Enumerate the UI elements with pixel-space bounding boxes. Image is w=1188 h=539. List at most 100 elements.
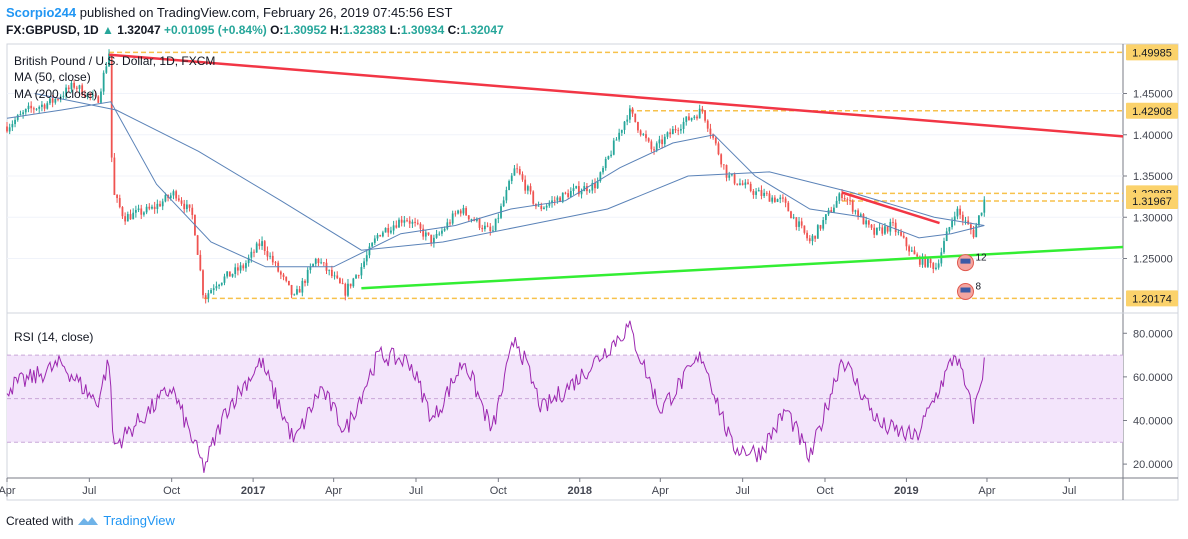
candle-body [841, 193, 843, 199]
candle-body [572, 188, 575, 191]
candle-body [545, 205, 548, 208]
candle-body [870, 224, 873, 228]
price-axis[interactable]: 1.25000 1.30000 1.35000 1.40000 1.45000 1.499… [1123, 44, 1178, 307]
candle-body [175, 191, 178, 199]
candle-body [309, 266, 312, 270]
candle-body [269, 255, 272, 257]
candle-body [467, 215, 470, 220]
candle-body [790, 211, 792, 219]
horizontal-levels[interactable] [109, 51, 1123, 300]
candle-body [365, 255, 368, 262]
candle-body [599, 172, 602, 182]
tradingview-brand-link[interactable]: TradingView [103, 513, 175, 528]
candle-body [75, 87, 78, 89]
candle-body [653, 149, 655, 151]
candle-body [910, 250, 913, 252]
candle-body [266, 250, 269, 257]
candle-body [873, 227, 876, 235]
candle-body [749, 183, 752, 191]
candle-body [427, 232, 430, 235]
candle-body [54, 98, 57, 103]
candle-body [65, 87, 67, 96]
candle-body [196, 235, 199, 255]
candle-body [451, 213, 454, 224]
candle-body [255, 243, 258, 253]
candle-body [604, 159, 607, 169]
candle-body [441, 230, 443, 234]
candle-body [661, 139, 664, 145]
time-tick-label: Apr [325, 485, 342, 497]
candle-body [274, 262, 277, 264]
candle-body [927, 258, 929, 267]
rsi-axis[interactable]: 20.0000 40.0000 60.0000 80.0000 [1123, 328, 1173, 471]
candle-body [161, 201, 164, 207]
time-axis[interactable]: Apr Jul Oct 2017 Apr Jul Oct 2018 Apr Jul Oct 2019 A… [0, 478, 1076, 497]
candle-body [148, 206, 151, 209]
candle-body [975, 225, 978, 238]
candle-body [435, 233, 438, 238]
candle-body [443, 228, 446, 231]
candle-body [948, 227, 951, 232]
candle-body [347, 283, 349, 296]
candle-body [787, 202, 790, 212]
candle-body [478, 218, 481, 228]
candle-body [236, 267, 239, 271]
candle-body [100, 91, 102, 103]
candle-body [191, 207, 194, 216]
event-flag-icon [956, 283, 974, 300]
candle-body [110, 53, 113, 158]
candle-body [145, 206, 148, 213]
candle-body [575, 186, 578, 189]
candle-body [339, 278, 341, 284]
candle-body [312, 263, 314, 267]
candle-body [210, 290, 212, 294]
candle-body [49, 98, 51, 104]
chart-canvas[interactable]: 128 1.250001.300001.350001.400001.450001… [0, 0, 1188, 510]
time-tick-label: Jul [1062, 485, 1076, 497]
candle-body [553, 200, 556, 202]
candle-body [349, 283, 352, 287]
level-tag [1126, 44, 1178, 61]
ma50-line [6, 101, 985, 268]
candle-body [457, 210, 459, 214]
candle-body [22, 112, 25, 115]
candle-body [892, 221, 894, 223]
event-markers[interactable]: 12 8 [956, 253, 987, 300]
candle-body [108, 53, 110, 67]
trendlines[interactable] [108, 53, 1124, 290]
candle-body [835, 200, 838, 208]
candle-body [81, 85, 84, 96]
rsi-tick-label: 60.0000 [1133, 372, 1173, 384]
candle-body [935, 267, 937, 269]
candle-body [83, 95, 86, 98]
candle-body [741, 183, 744, 185]
candle-body [314, 258, 317, 264]
candle-body [89, 93, 92, 96]
candle-body [360, 267, 363, 276]
candle-body [126, 214, 129, 222]
candle-body [733, 174, 736, 184]
time-tick-label: Oct [163, 485, 180, 497]
moving-averages [6, 93, 985, 268]
candle-body [6, 126, 8, 132]
rsi-tick-label: 40.0000 [1133, 415, 1173, 427]
candle-body [14, 119, 16, 125]
candle-body [881, 227, 884, 234]
candle-body [838, 193, 841, 201]
support-trendline [361, 245, 1124, 290]
candle-body [333, 275, 336, 277]
candle-body [492, 230, 494, 232]
candle-body [449, 222, 451, 224]
last-price: 1.32047 [117, 23, 161, 37]
candle-body [97, 96, 100, 103]
candle-body [398, 219, 400, 228]
author-name[interactable]: Scorpio244 [6, 5, 77, 20]
candle-body [424, 232, 427, 237]
candle-body [696, 116, 698, 119]
candle-body [556, 197, 559, 201]
candle-body [344, 283, 347, 296]
candle-body [137, 208, 140, 210]
candle-body [8, 127, 11, 132]
candle-body [771, 197, 774, 202]
candle-body [381, 232, 384, 237]
